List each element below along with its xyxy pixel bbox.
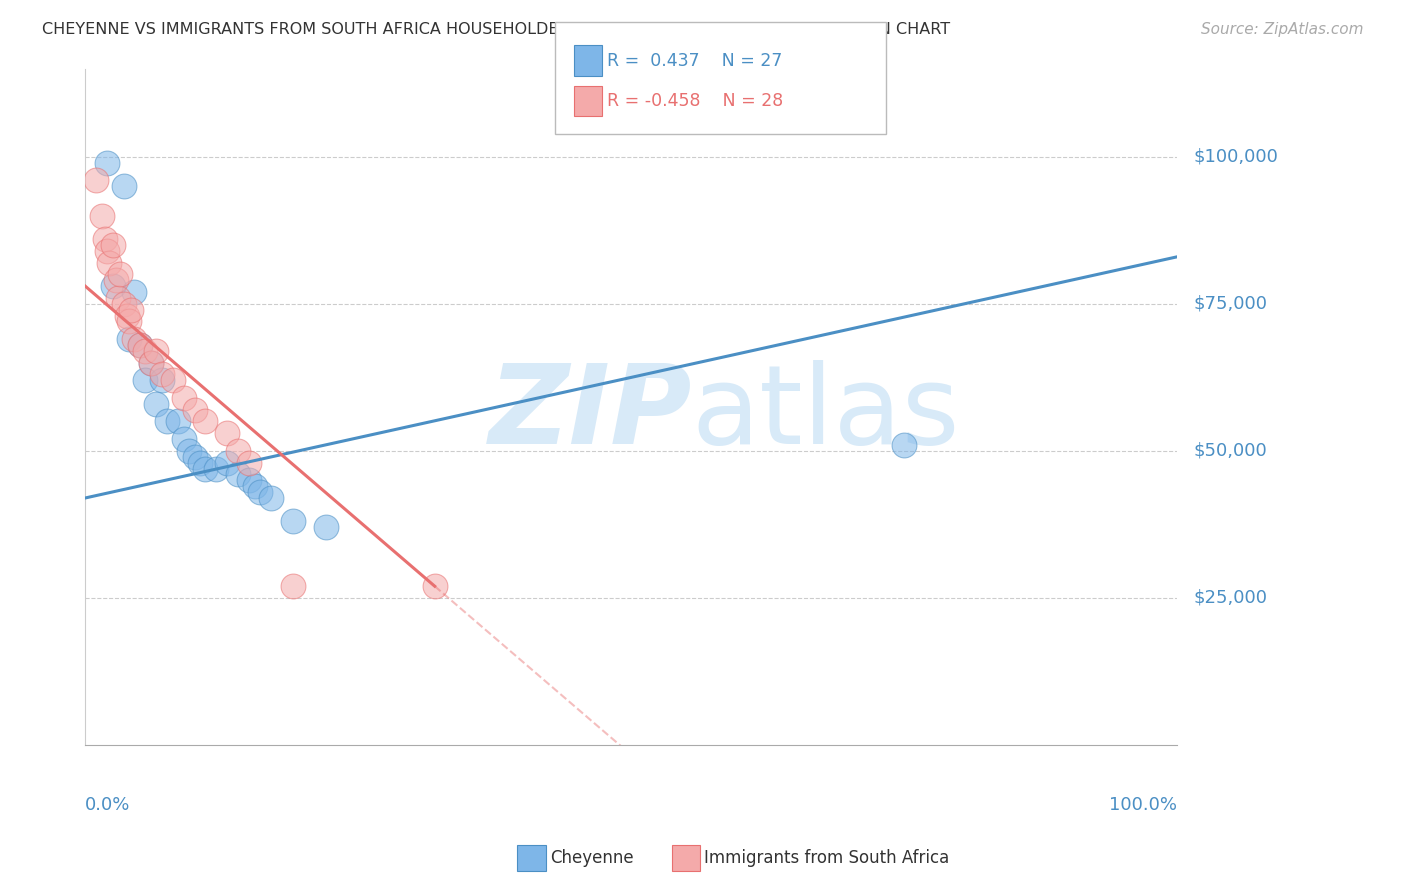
Point [194, 461, 217, 475]
Point [115, 309, 138, 323]
Point [281, 579, 304, 593]
Point [129, 338, 152, 352]
Point [188, 456, 211, 470]
Point [107, 291, 129, 305]
Point [893, 438, 915, 452]
Point [124, 285, 146, 299]
Text: CHEYENNE VS IMMIGRANTS FROM SOUTH AFRICA HOUSEHOLDER INCOME OVER 65 YEARS CORREL: CHEYENNE VS IMMIGRANTS FROM SOUTH AFRICA… [42, 22, 950, 37]
Text: ZIP: ZIP [489, 360, 693, 467]
Point [162, 373, 184, 387]
Point [145, 343, 167, 358]
Point [112, 179, 135, 194]
Point [315, 520, 337, 534]
Point [84, 173, 107, 187]
Point [120, 302, 142, 317]
Point [194, 415, 217, 429]
Point [134, 373, 156, 387]
Point [217, 456, 239, 470]
Point [238, 456, 260, 470]
Point [183, 450, 205, 464]
Text: Source: ZipAtlas.com: Source: ZipAtlas.com [1201, 22, 1364, 37]
Point [205, 461, 228, 475]
Text: $75,000: $75,000 [1194, 295, 1268, 313]
Text: R =  0.437    N = 27: R = 0.437 N = 27 [607, 52, 783, 70]
Point [118, 332, 141, 346]
Point [101, 238, 124, 252]
Point [112, 297, 135, 311]
Point [217, 426, 239, 441]
Text: 100.0%: 100.0% [1109, 796, 1177, 814]
Point [167, 415, 190, 429]
Point [96, 244, 118, 258]
Point [226, 467, 249, 482]
Point [124, 332, 146, 346]
Text: Cheyenne: Cheyenne [550, 849, 633, 867]
Point [243, 479, 266, 493]
Text: 0.0%: 0.0% [86, 796, 131, 814]
Point [94, 232, 117, 246]
Text: atlas: atlas [692, 360, 960, 467]
Point [423, 579, 446, 593]
Point [139, 356, 162, 370]
Point [118, 314, 141, 328]
Point [156, 415, 179, 429]
Point [145, 397, 167, 411]
Point [104, 273, 127, 287]
Point [101, 279, 124, 293]
Point [226, 443, 249, 458]
Text: $25,000: $25,000 [1194, 589, 1268, 607]
Point [173, 391, 195, 405]
Text: Immigrants from South Africa: Immigrants from South Africa [704, 849, 949, 867]
Point [238, 473, 260, 487]
Point [129, 338, 152, 352]
Point [90, 209, 112, 223]
Text: $50,000: $50,000 [1194, 442, 1267, 460]
Point [249, 485, 271, 500]
Point [110, 268, 132, 282]
Point [177, 443, 200, 458]
Point [173, 432, 195, 446]
Point [139, 356, 162, 370]
Text: $100,000: $100,000 [1194, 148, 1278, 166]
Point [96, 155, 118, 169]
Point [150, 368, 173, 382]
Point [150, 373, 173, 387]
Text: R = -0.458    N = 28: R = -0.458 N = 28 [607, 92, 783, 110]
Point [260, 491, 283, 505]
Point [183, 402, 205, 417]
Point [281, 515, 304, 529]
Point [98, 255, 121, 269]
Point [134, 343, 156, 358]
